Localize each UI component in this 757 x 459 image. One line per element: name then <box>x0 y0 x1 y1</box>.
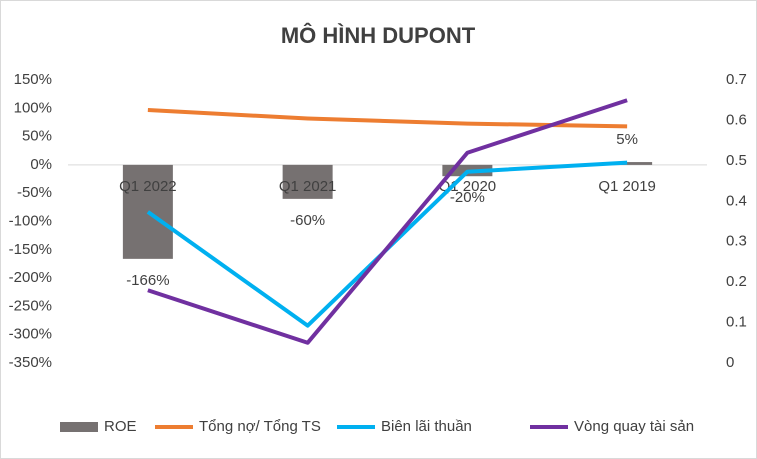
y-tick-label: 150% <box>14 71 52 88</box>
x-tick-label: Q1 2022 <box>119 178 177 195</box>
line <box>147 98 628 345</box>
data-label: -20% <box>450 189 485 206</box>
chart-title: MÔ HÌNH DUPONT <box>281 23 476 48</box>
x-tick-label: Q1 2020 <box>439 178 497 195</box>
x-tick-label: Q1 2021 <box>279 178 337 195</box>
y-tick-label: -50% <box>17 184 52 201</box>
y2-tick-label: 0.3 <box>726 233 747 250</box>
bar <box>282 164 333 199</box>
data-label: -166% <box>126 272 169 289</box>
y-tick-label: -350% <box>9 354 52 371</box>
y-tick-label: -300% <box>9 326 52 343</box>
x-tick-label: Q1 2019 <box>598 178 656 195</box>
y-tick-label: -100% <box>9 212 52 229</box>
y-tick-label: -200% <box>9 269 52 286</box>
y2-tick-label: 0.5 <box>726 152 747 169</box>
legend-label: ROE <box>104 418 137 435</box>
legend-swatch <box>60 422 98 432</box>
y2-tick-label: 0.1 <box>726 314 747 331</box>
y-tick-label: 50% <box>22 128 52 145</box>
y2-tick-label: 0.7 <box>726 71 747 88</box>
y-tick-label: 100% <box>14 99 52 116</box>
data-label: 5% <box>616 131 638 148</box>
y-tick-label: 0% <box>30 156 52 173</box>
legend-label: Biên lãi thuần <box>381 418 472 435</box>
y2-tick-label: 0.2 <box>726 273 747 290</box>
y-tick-label: -150% <box>9 241 52 258</box>
legend-label: Tổng nợ/ Tổng TS <box>199 418 321 435</box>
y-tick-label: -250% <box>9 297 52 314</box>
y2-tick-label: 0.6 <box>726 111 747 128</box>
data-label: -60% <box>290 212 325 229</box>
legend-label: Vòng quay tài sản <box>574 418 694 435</box>
bar <box>122 164 173 259</box>
y2-tick-label: 0.4 <box>726 192 747 209</box>
y2-tick-label: 0 <box>726 354 734 371</box>
